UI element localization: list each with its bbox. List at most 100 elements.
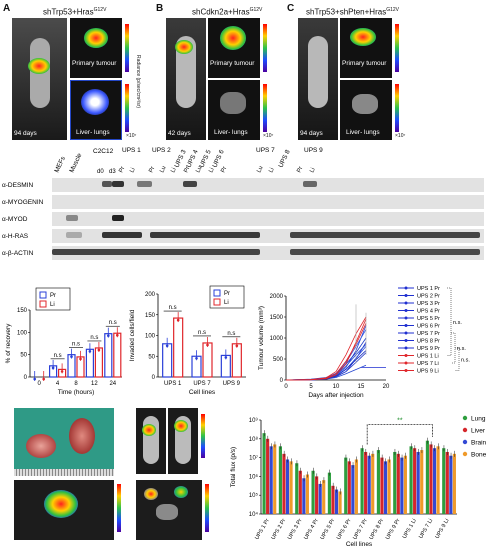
data-point: [116, 333, 119, 337]
data-point: [70, 355, 73, 358]
bar: [278, 446, 282, 514]
growth-curve: [285, 325, 367, 381]
bar: [354, 459, 358, 514]
bar: [94, 347, 104, 378]
y-tick-label: 150: [145, 313, 156, 319]
legend-label: UPS 7 Pr: [417, 331, 440, 337]
x-tick-label: UPS 2 Pr: [271, 518, 288, 541]
blot-lane-label: d0: [97, 169, 104, 175]
blot-antibody-label: α-DESMIN: [2, 182, 34, 189]
legend-label: Li: [50, 302, 55, 308]
blot-lane-label: Lu: [195, 165, 203, 174]
ns-bracket: [455, 347, 460, 371]
y-tick-label: 10⁹: [249, 417, 259, 424]
blot-lane-label: Li: [309, 167, 316, 174]
y-tick-label: 0: [152, 375, 156, 381]
bar: [380, 457, 384, 514]
significance-bracket: [366, 424, 433, 445]
blot-lane-label: Li: [208, 167, 215, 174]
blot-group-label: C2C12: [93, 148, 114, 155]
legend-swatch: [39, 300, 47, 308]
x-tick-label: 20: [383, 384, 390, 390]
panel-i-chart: 10⁴ 10⁵ 10⁶ 10⁷ 10⁸ 10⁹ Total flux (p/s) UPS 1 …: [230, 416, 487, 549]
x-axis-title: Time (hours): [58, 389, 95, 396]
bar: [322, 480, 326, 514]
legend-label: Li: [224, 300, 229, 306]
x-tick-label: UPS 8 Pr: [369, 518, 386, 541]
y-tick-label: 150: [17, 308, 28, 314]
blot-band: [303, 181, 317, 187]
legend-swatch: [213, 298, 221, 306]
bar: [269, 446, 273, 514]
panel-a-days: 94 days: [14, 130, 37, 137]
legend-marker: [462, 427, 468, 433]
blot-lane-label: Pr: [118, 166, 126, 174]
blot-lane-label: Pr: [183, 166, 191, 174]
data-point: [51, 366, 55, 370]
bar: [262, 433, 266, 514]
x-tick-label: 15: [358, 384, 365, 390]
legend-label: UPS 5 Pr: [417, 316, 440, 322]
x-tick-label: 5: [309, 384, 313, 390]
bar: [295, 463, 299, 514]
legend-label: Liver: [471, 428, 486, 435]
bar: [85, 348, 95, 378]
bar: [364, 451, 368, 514]
panel-b-mouse-image: [166, 18, 206, 140]
bar: [442, 448, 446, 514]
y-tick-label: 10⁸: [249, 436, 259, 443]
data-point: [60, 370, 64, 373]
legend-label: Bone: [471, 452, 487, 459]
blot-band: [137, 181, 152, 187]
y-axis-title: Total flux (p/s): [230, 447, 237, 487]
x-axis-title: Days after injection: [308, 392, 364, 399]
y-tick-label: 10⁷: [249, 455, 258, 462]
ns-label: n.s: [54, 353, 62, 359]
panel-c-primary-label: Primary tumour: [342, 60, 387, 67]
data-point: [176, 318, 180, 322]
panel-a-liver-image: [70, 80, 122, 140]
bar: [367, 455, 371, 514]
x-tick-label: 4: [56, 381, 60, 387]
bar: [432, 448, 437, 514]
blot-band: [290, 232, 480, 238]
bar: [449, 455, 453, 514]
x-tick-label: UPS 5 Pr: [320, 518, 337, 541]
legend-marker: [404, 339, 408, 342]
bar: [371, 453, 375, 514]
x-tick-label: UPS 9: [223, 381, 241, 387]
blot-band: [66, 232, 82, 238]
x-tick-label: UPS 1: [164, 381, 182, 387]
y-tick-label: 50: [148, 354, 155, 360]
panel-a-radiance-label: Radiance (p/sec/cm²/sr): [135, 55, 141, 109]
data-point: [195, 356, 198, 360]
blot-band: [183, 181, 197, 187]
blot-band: [112, 215, 124, 221]
bar: [273, 444, 277, 514]
panel-a-colorbar-top: [125, 24, 129, 72]
bar: [104, 333, 113, 378]
y-axis-title: Tumour volume (mm³): [258, 306, 265, 370]
bar: [387, 459, 391, 514]
panel-h-colorbar-primary: [117, 484, 121, 532]
legend-marker: [404, 294, 408, 297]
data-point: [165, 344, 169, 348]
bar: [393, 451, 397, 514]
legend-marker: [404, 361, 408, 365]
blot-antibody-label: α-H-RAS: [2, 233, 29, 240]
bar: [445, 451, 449, 514]
blot-band: [150, 232, 260, 238]
bar: [413, 448, 417, 514]
blot-antibody-label: α-β-ACTIN: [2, 250, 34, 257]
data-point: [42, 377, 45, 381]
x-tick-label: UPS 9 Pr: [385, 518, 402, 541]
x-tick-label: 8: [74, 381, 78, 387]
blot-lane-label: Pr: [296, 166, 304, 174]
legend-marker: [404, 316, 408, 320]
y-tick-label: 2000: [270, 294, 284, 300]
legend-marker: [404, 324, 408, 327]
y-tick-label: 10⁵: [249, 492, 259, 499]
data-point: [88, 350, 92, 353]
panel-h-primary-image: [14, 480, 114, 540]
bar: [344, 457, 348, 514]
